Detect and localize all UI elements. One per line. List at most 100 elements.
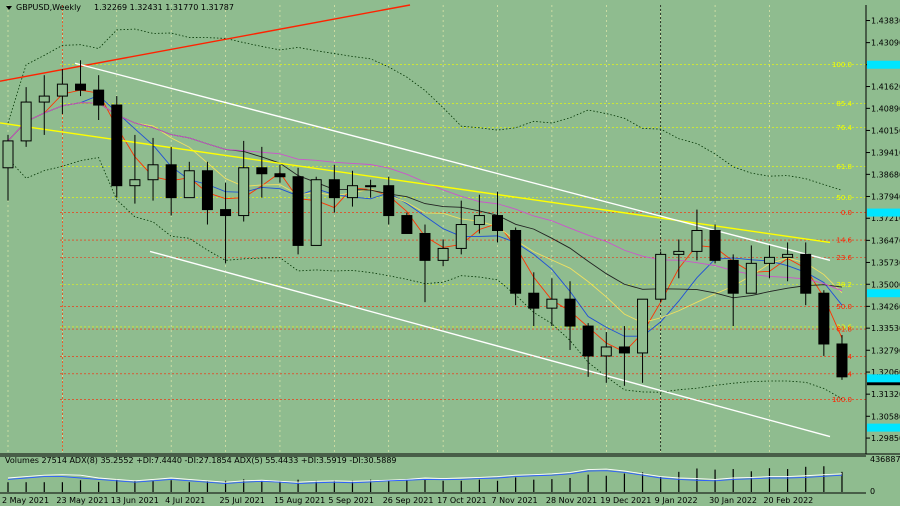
candle-body [691, 229, 703, 252]
candle-body [546, 298, 558, 309]
candle-body [655, 253, 667, 300]
time-axis-label: 23 May 2021 [56, 496, 108, 505]
moving-average-line [7, 102, 843, 292]
candle-body [455, 224, 467, 249]
price-tick-label: 1.32790 [871, 346, 900, 355]
adx-white-line [7, 468, 843, 483]
moving-average-line [7, 102, 843, 324]
fibonacci-label: 0.0 [841, 209, 852, 217]
time-axis-label: 5 Sep 2021 [328, 496, 374, 505]
channel-lower-line [149, 250, 831, 438]
candle-body [201, 170, 213, 211]
channel-upper-line [74, 62, 831, 262]
price-tick-label: 1.32060 [871, 368, 900, 377]
time-axis-label: 9 Jan 2022 [655, 496, 698, 505]
candle-body [310, 179, 322, 246]
candle-body [147, 164, 159, 181]
chart-menu-triangle-icon[interactable] [6, 6, 12, 10]
candle-body [56, 83, 68, 97]
candle-body [292, 176, 304, 246]
candle-body [129, 179, 141, 187]
price-axis-marker [867, 374, 900, 383]
fibonacci-label: 23.6 [836, 323, 852, 331]
price-tick-label: 1.36470 [871, 236, 900, 245]
candle-body [2, 140, 14, 169]
candle-body [165, 164, 177, 199]
fibonacci-label: 50.0 [836, 194, 852, 202]
fibonacci-label: 85.4 [836, 100, 852, 108]
candle-body [365, 185, 377, 188]
red-trend-line [0, 4, 411, 82]
candle-body [274, 173, 286, 178]
time-axis-label: 7 Nov 2021 [492, 496, 538, 505]
candle-body [401, 215, 413, 234]
time-axis-label: 25 Jul 2021 [220, 496, 265, 505]
candlesticks [2, 60, 848, 386]
moving-average-line [7, 94, 843, 337]
time-axis-label: 17 Oct 2021 [437, 496, 486, 505]
price-tick-label: 1.35730 [871, 258, 900, 267]
candle-body [20, 101, 32, 142]
time-axis-label: 30 Jan 2022 [709, 496, 757, 505]
price-tick-label: 1.40890 [871, 104, 900, 113]
candle-body [564, 298, 576, 327]
indicator-scale-top: 436887 [870, 455, 900, 464]
price-tick-label: 1.37940 [871, 192, 900, 201]
time-axis-label: 4 Jul 2021 [165, 496, 205, 505]
candle-body [220, 209, 232, 217]
fibonacci-label: 76.4 [836, 124, 852, 132]
fibonacci-label: 23.6 [836, 254, 852, 262]
price-tick-label: 1.29850 [871, 434, 900, 443]
candle-body [637, 298, 649, 354]
candle-body [256, 167, 268, 175]
time-axis-label: 13 Jun 2021 [111, 496, 159, 505]
time-axis: 2 May 2021 23 May 2021 13 Jun 2021 4 Jul 20… [2, 496, 813, 505]
indicator-scale-bottom: 0 [870, 487, 875, 496]
indicator-panel [7, 466, 843, 492]
price-axis-marker [867, 423, 900, 432]
candle-body [528, 292, 540, 309]
yellow-trend-line [0, 122, 831, 244]
vertical-grid [7, 5, 770, 453]
price-tick-label: 1.43090 [871, 39, 900, 48]
candle-body [727, 259, 739, 294]
time-axis-label: 2 May 2021 [2, 496, 49, 505]
fibonacci-label: 61.8 [836, 163, 852, 171]
moving-averages [7, 89, 843, 353]
price-tick-label: 1.31320 [871, 390, 900, 399]
price-axis-marker [867, 208, 900, 217]
candle-body [111, 104, 123, 187]
indicator-header: Volumes 27514 ADX(8) 35.2552 +DI:7.4440 … [5, 456, 397, 465]
time-axis-label: 20 Feb 2022 [763, 496, 813, 505]
price-axis-marker [867, 289, 900, 298]
candle-body [510, 229, 522, 294]
candle-body [383, 185, 395, 217]
candle-body [782, 253, 794, 258]
price-tick-label: 1.35000 [871, 280, 900, 289]
time-axis-label: 15 Aug 2021 [274, 496, 325, 505]
candle-body [492, 215, 504, 231]
candle-body [473, 215, 485, 226]
price-tick-label: 1.41620 [871, 83, 900, 92]
candle-body [75, 83, 87, 91]
candle-body [328, 179, 340, 199]
fibonacci-label: 50.0 [836, 303, 852, 311]
time-axis-label: 26 Sep 2021 [383, 496, 434, 505]
price-tick-label: 1.43830 [871, 17, 900, 26]
price-tick-label: 1.39410 [871, 149, 900, 158]
price-tick-label: 1.34260 [871, 302, 900, 311]
candle-body [419, 232, 431, 261]
price-tick-label: 1.33530 [871, 324, 900, 333]
candle-body [618, 346, 630, 354]
chart-symbol: GBPUSD,Weekly [16, 3, 81, 12]
fibonacci-label: 100.0 [832, 396, 852, 404]
candle-body [600, 346, 612, 357]
time-axis-label: 19 Dec 2021 [600, 496, 651, 505]
candle-body [818, 292, 830, 345]
adx-blue-line [7, 470, 843, 485]
candle-body [800, 253, 812, 294]
candle-body [673, 250, 685, 255]
fibonacci-label: 14.6 [836, 237, 852, 245]
